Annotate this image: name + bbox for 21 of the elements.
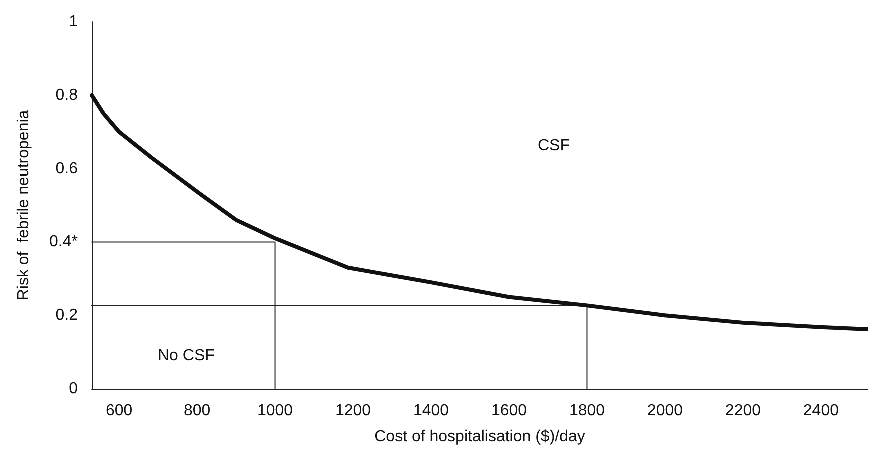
y-tick-label: 0: [69, 380, 78, 398]
line-series: [90, 93, 868, 332]
y-tick-label: 0.6: [56, 160, 78, 178]
y-tick-label: 0.4*: [50, 234, 78, 251]
x-tick-label: 1200: [335, 402, 372, 420]
x-tick-label: 1000: [257, 402, 294, 420]
x-tick-label: 2000: [647, 402, 684, 420]
annotation: CSF: [538, 138, 570, 154]
x-tick-label: 1800: [569, 402, 606, 420]
x-tick-label: 2200: [725, 402, 762, 420]
x-tick-label: 1600: [491, 402, 528, 420]
x-tick-label: 600: [106, 402, 133, 420]
x-tick-label: 2400: [803, 402, 840, 420]
x-tick-label: 800: [184, 402, 211, 420]
y-tick-label: 0.8: [56, 86, 78, 104]
y-axis-title: Risk of febrile neutropenia: [16, 110, 32, 301]
annotation: No CSF: [158, 348, 216, 364]
y-tick-label: 0.2: [56, 307, 78, 324]
x-tick-label: 1400: [413, 402, 450, 420]
x-axis-title: Cost of hospitalisation ($)/day: [374, 428, 586, 446]
y-tick-label: 1: [69, 14, 78, 30]
